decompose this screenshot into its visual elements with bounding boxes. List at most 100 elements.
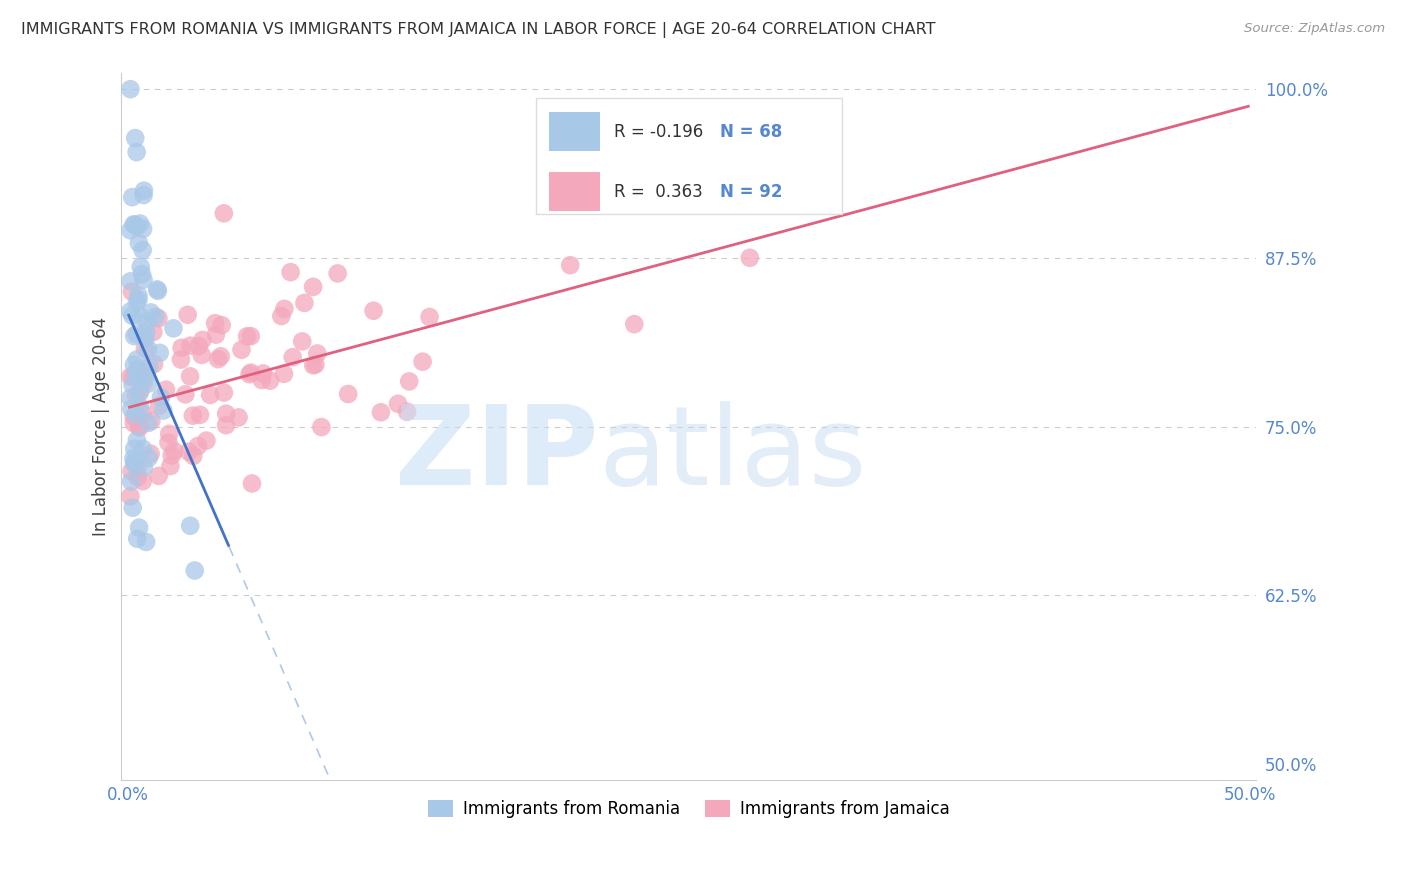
Point (252, 367, 274, 381)
Point (122, 218, 145, 232)
Point (179, 369, 201, 384)
Point (181, 449, 204, 463)
Point (121, 190, 143, 204)
Point (135, 535, 157, 549)
Point (281, 350, 304, 364)
Point (162, 321, 184, 335)
Point (129, 310, 152, 324)
Point (170, 352, 193, 367)
Point (129, 217, 152, 231)
Point (616, 181, 638, 195)
Point (155, 383, 177, 397)
Point (142, 325, 165, 339)
Point (132, 475, 155, 489)
Point (307, 346, 329, 360)
Point (122, 451, 145, 466)
Point (125, 433, 148, 447)
Point (122, 369, 145, 384)
Point (387, 397, 409, 411)
Point (128, 420, 150, 434)
Point (228, 410, 250, 425)
Point (122, 416, 145, 430)
Point (231, 343, 253, 357)
Point (138, 376, 160, 391)
Point (125, 326, 148, 341)
Point (127, 470, 149, 484)
Point (273, 301, 295, 316)
Point (198, 388, 221, 402)
Point (146, 284, 169, 298)
Point (294, 296, 316, 310)
Y-axis label: In Labor Force | Age 20-64: In Labor Force | Age 20-64 (93, 317, 110, 536)
Point (125, 294, 148, 309)
Point (136, 416, 159, 430)
FancyBboxPatch shape (536, 98, 842, 214)
Point (291, 334, 314, 349)
Point (149, 391, 172, 405)
Point (135, 315, 157, 329)
Point (121, 500, 143, 515)
Point (125, 145, 148, 160)
Point (132, 273, 155, 287)
Point (396, 405, 419, 419)
Text: R =  0.363: R = 0.363 (614, 183, 703, 201)
Point (302, 359, 325, 373)
Point (128, 521, 150, 535)
Text: IMMIGRANTS FROM ROMANIA VS IMMIGRANTS FROM JAMAICA IN LABOR FORCE | AGE 20-64 CO: IMMIGRANTS FROM ROMANIA VS IMMIGRANTS FR… (21, 22, 935, 38)
Point (129, 260, 152, 274)
Point (124, 442, 146, 456)
Point (236, 329, 259, 343)
Point (132, 222, 155, 236)
Point (148, 311, 170, 326)
Point (238, 368, 260, 382)
Point (215, 418, 238, 433)
Point (273, 367, 295, 381)
FancyBboxPatch shape (550, 172, 600, 211)
Point (132, 376, 155, 390)
Point (125, 389, 148, 403)
Point (138, 450, 160, 465)
Point (124, 131, 146, 145)
Point (176, 308, 198, 322)
Point (211, 318, 233, 332)
Point (212, 385, 235, 400)
Point (183, 564, 205, 578)
Point (122, 329, 145, 343)
Point (239, 329, 262, 343)
Point (121, 464, 143, 478)
Point (143, 357, 166, 371)
Point (128, 235, 150, 250)
Point (129, 401, 152, 415)
Text: Source: ZipAtlas.com: Source: ZipAtlas.com (1244, 22, 1385, 36)
Point (195, 434, 218, 448)
Point (124, 218, 146, 232)
Point (270, 309, 292, 323)
Point (159, 459, 181, 474)
Point (240, 476, 263, 491)
Point (129, 384, 152, 398)
Point (125, 352, 148, 367)
Point (128, 293, 150, 307)
Point (163, 444, 186, 458)
Point (131, 368, 153, 383)
Text: N = 68: N = 68 (720, 123, 782, 141)
Point (187, 439, 209, 453)
Point (363, 303, 385, 318)
Point (120, 369, 142, 384)
Point (136, 342, 159, 356)
Point (179, 339, 201, 353)
Point (160, 449, 183, 463)
Point (125, 362, 148, 376)
Point (122, 409, 145, 424)
Point (326, 267, 349, 281)
Point (337, 387, 360, 401)
Point (139, 447, 162, 461)
Point (311, 420, 333, 434)
Point (120, 401, 142, 416)
Point (125, 408, 148, 422)
Point (419, 310, 441, 324)
Point (215, 407, 238, 421)
Point (122, 358, 145, 372)
Text: ZIP: ZIP (395, 401, 598, 508)
Point (204, 316, 226, 330)
